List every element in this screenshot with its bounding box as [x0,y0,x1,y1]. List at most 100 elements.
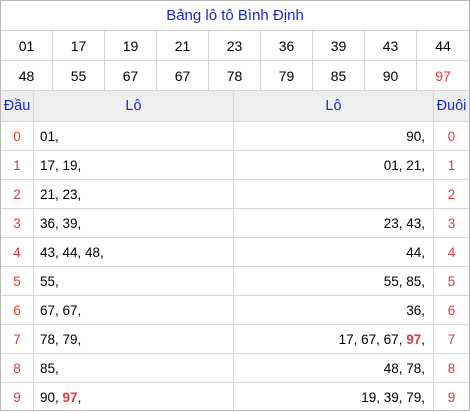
row-duoi: 7 [433,325,469,353]
row-duoi: 0 [433,122,469,150]
lo-numbers: 85, [40,360,59,376]
row-dau: 9 [13,390,21,405]
row-lo-left: 85, [33,354,233,382]
row-duoi: 9 [433,383,469,412]
number-cell: 67 [157,61,209,91]
row-lo-left: 67, 67, [33,296,233,324]
highlight-number: 97 [62,390,78,405]
row-lo-left: 43, 44, 48, [33,238,233,266]
lo-numbers: 48, 78, [383,360,425,376]
table-row: 1 17, 19, 01, 21, 1 [1,151,469,180]
row-lo-right: 19, 39, 79, [233,383,433,412]
row-dau: 3 [13,215,21,231]
row-dau: 1 [13,157,21,173]
number-cell: 55 [53,61,105,91]
number-cell: 44 [417,31,469,61]
number-cell: 85 [313,61,365,91]
table-row: 8 85, 48, 78, 8 [1,354,469,383]
row-duoi: 5 [433,267,469,295]
lo-numbers: 19, 39, 79, [361,390,425,405]
header-lo-right: Lô [233,91,433,121]
lo-numbers: 90, [406,128,425,144]
lo-numbers: 01, [40,128,59,144]
number-cell: 78 [209,61,261,91]
lo-numbers: 21, 23, [40,186,82,202]
number-cell: 01 [1,31,53,61]
row-lo-right: 55, 85, [233,267,433,295]
lo-numbers: , [77,390,82,405]
number-cell: 90 [365,61,417,91]
row-dau: 2 [13,186,21,202]
table-row: 2 21, 23, 2 [1,180,469,209]
row-lo-right: 23, 43, [233,209,433,237]
number-cell: 23 [209,31,261,61]
lo-numbers: 36, 39, [40,215,82,231]
lo-numbers: 17, 19, [40,157,82,173]
header-lo-left: Lô [33,91,233,121]
lo-numbers: 90, [40,390,63,405]
row-lo-right: 01, 21, [233,151,433,179]
number-cell: 21 [157,31,209,61]
row-lo-left: 90, 97, [33,383,233,412]
lo-numbers: 44, [406,244,425,260]
number-cell: 67 [105,61,157,91]
lo-numbers: 01, 21, [383,157,425,173]
number-cell: 79 [261,61,313,91]
lo-numbers: , [421,331,425,347]
table-row: 0 01, 90, 0 [1,122,469,151]
header-duoi: Đuôi [433,91,469,121]
row-duoi: 3 [433,209,469,237]
row-dau: 0 [13,128,21,144]
row-duoi: 4 [433,238,469,266]
number-cell: 19 [105,31,157,61]
row-lo-left: 17, 19, [33,151,233,179]
number-grid: 01 17 19 21 23 36 39 43 44 48 55 67 67 78 79 85 90 97 [1,31,469,91]
table-row: 7 78, 79, 17, 67, 67, 97, 7 [1,325,469,354]
row-lo-left: 01, [33,122,233,150]
row-duoi: 2 [433,180,469,208]
lo-numbers: 55, [40,273,59,289]
lo-numbers: 55, 85, [383,273,425,289]
row-lo-right: 17, 67, 67, 97, [233,325,433,353]
lo-numbers: 36, [406,302,425,318]
row-lo-right: 44, [233,238,433,266]
row-lo-right: 36, [233,296,433,324]
row-lo-right: 48, 78, [233,354,433,382]
number-cell: 17 [53,31,105,61]
row-duoi: 1 [433,151,469,179]
lo-numbers: 17, 67, 67, [338,331,407,347]
board-title: Bảng lô tô Bình Định [1,1,469,31]
table-row: 9 90, 97, 19, 39, 79, 9 [1,383,469,412]
number-cell: 43 [365,31,417,61]
number-cell: 36 [261,31,313,61]
table-header: Đầu Lô Lô Đuôi [1,91,469,122]
lo-numbers: 67, 67, [40,302,82,318]
row-dau: 4 [13,244,21,260]
table-row: 6 67, 67, 36, 6 [1,296,469,325]
lo-numbers: 43, 44, 48, [40,244,104,260]
table-row: 3 36, 39, 23, 43, 3 [1,209,469,238]
header-dau: Đầu [3,98,31,114]
number-cell: 48 [1,61,53,91]
row-lo-left: 78, 79, [33,325,233,353]
row-lo-left: 36, 39, [33,209,233,237]
row-lo-left: 55, [33,267,233,295]
lo-numbers: 78, 79, [40,331,82,347]
row-dau: 6 [13,302,21,318]
row-lo-right [233,180,433,208]
row-dau: 7 [13,331,21,347]
row-duoi: 8 [433,354,469,382]
lo-numbers: 23, 43, [383,215,425,231]
number-cell: 39 [313,31,365,61]
head-tail-table: Đầu Lô Lô Đuôi 0 01, 90, 0 1 17, 19, 01, 21, 1 2… [1,91,469,412]
table-row: 4 43, 44, 48, 44, 4 [1,238,469,267]
table-row: 5 55, 55, 85, 5 [1,267,469,296]
row-dau: 8 [13,360,21,376]
number-cell: 97 [417,61,469,91]
row-duoi: 6 [433,296,469,324]
row-lo-left: 21, 23, [33,180,233,208]
highlight-number: 97 [406,331,422,347]
row-dau: 5 [13,273,21,289]
row-lo-right: 90, [233,122,433,150]
